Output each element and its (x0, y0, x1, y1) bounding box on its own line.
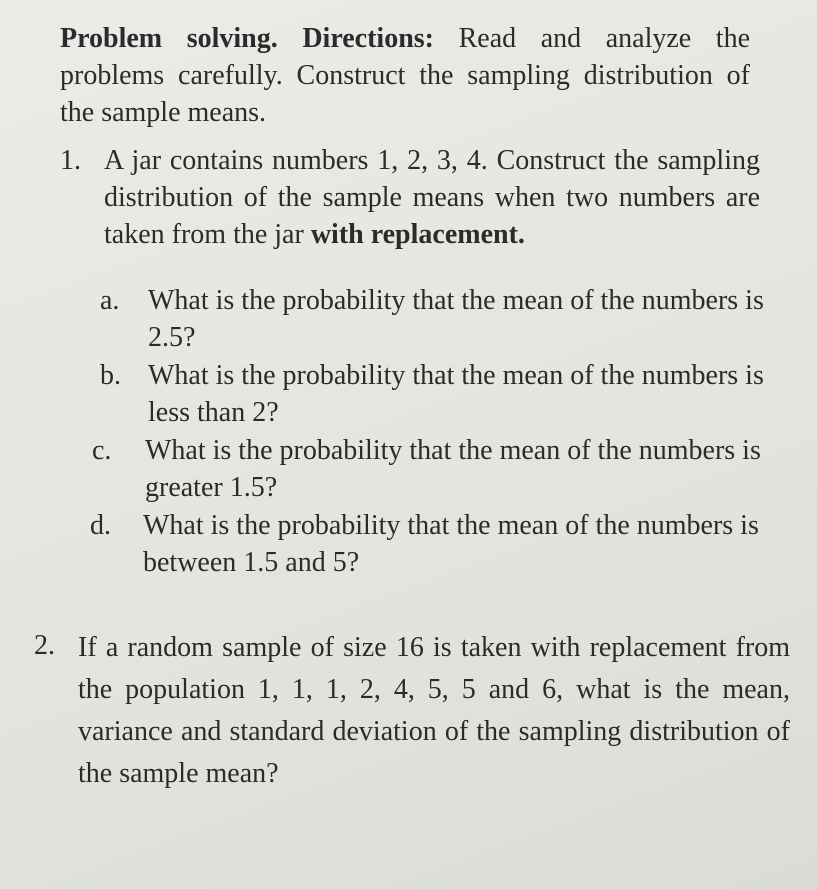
problem-text: A jar contains numbers 1, 2, 3, 4. Const… (104, 142, 760, 253)
directions-label: Problem solving. Directions: (60, 23, 434, 54)
item-text: What is the probability that the mean of… (145, 435, 761, 503)
item-text: What is the probability that the mean of… (143, 510, 759, 578)
problem-number: 2. (34, 630, 55, 661)
directions: Problem solving. Directions: Read and an… (60, 20, 750, 131)
problem-emphasis: with replacement. (310, 219, 525, 250)
item-letter: a. (100, 285, 120, 316)
problem-body: A jar contains numbers 1, 2, 3, 4. Const… (104, 145, 760, 250)
item-letter: b. (100, 360, 121, 391)
item-letter: d. (90, 510, 111, 541)
problem-text: If a random sample of size 16 is taken w… (78, 632, 790, 789)
item-text: What is the probability that the mean of… (148, 360, 764, 428)
directions-text: Read and analyze the problems carefully.… (60, 23, 750, 128)
problem-number: 1. (60, 145, 81, 176)
item-text: What is the probability that the mean of… (148, 285, 764, 353)
item-letter: c. (92, 435, 112, 466)
